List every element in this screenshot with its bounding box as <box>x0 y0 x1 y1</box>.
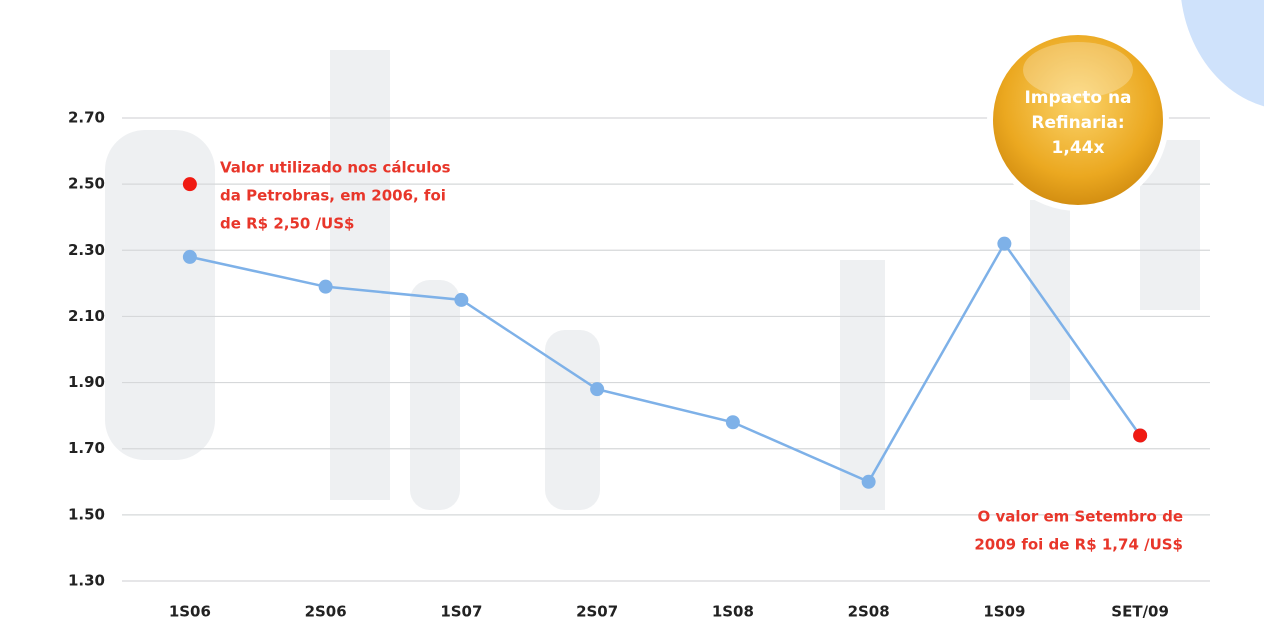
point <box>182 249 197 264</box>
y-tick-label: 2.50 <box>68 175 105 193</box>
x-tick-label: 2S06 <box>305 603 347 621</box>
annotation: 2009 foi de R$ 1,74 /US$ <box>974 536 1183 554</box>
annotation: Valor utilizado nos cálculos <box>220 159 451 177</box>
highlight-point <box>1133 428 1148 443</box>
x-tick-label: 2S08 <box>848 603 890 621</box>
x-tick-label: SET/09 <box>1111 603 1169 621</box>
point <box>454 292 469 307</box>
y-tick-label: 2.70 <box>68 109 105 127</box>
x-tick-label: 2S07 <box>576 603 618 621</box>
y-tick-label: 2.10 <box>68 307 105 325</box>
annotation: O valor em Setembro de <box>978 508 1184 526</box>
badge-shine <box>1023 42 1133 98</box>
x-tick-label: 1S08 <box>712 603 754 621</box>
badge <box>987 29 1169 211</box>
x-tick-label: 1S06 <box>169 603 211 621</box>
y-tick-label: 2.30 <box>68 241 105 259</box>
badge-text: 1,44x <box>1052 138 1105 158</box>
y-tick-label: 1.70 <box>68 439 105 457</box>
point <box>590 382 605 397</box>
highlight-point <box>182 177 197 192</box>
line <box>189 241 1142 484</box>
annotation: de R$ 2,50 /US$ <box>220 215 354 233</box>
badge-text: Refinaria: <box>1031 113 1124 133</box>
corner-decoration <box>1181 0 1264 107</box>
point <box>725 415 740 430</box>
point <box>318 279 333 294</box>
y-tick-label: 1.50 <box>68 505 105 523</box>
annotation: da Petrobras, em 2006, foi <box>220 187 446 205</box>
x-tick-label: 1S07 <box>440 603 482 621</box>
badge-text: Impacto na <box>1024 88 1131 108</box>
y-tick-label: 1.30 <box>68 572 105 590</box>
point <box>861 474 876 489</box>
y-tick-label: 1.90 <box>68 373 105 391</box>
x-tick-label: 1S09 <box>983 603 1025 621</box>
point <box>997 236 1012 251</box>
background-refinery <box>105 50 1200 510</box>
